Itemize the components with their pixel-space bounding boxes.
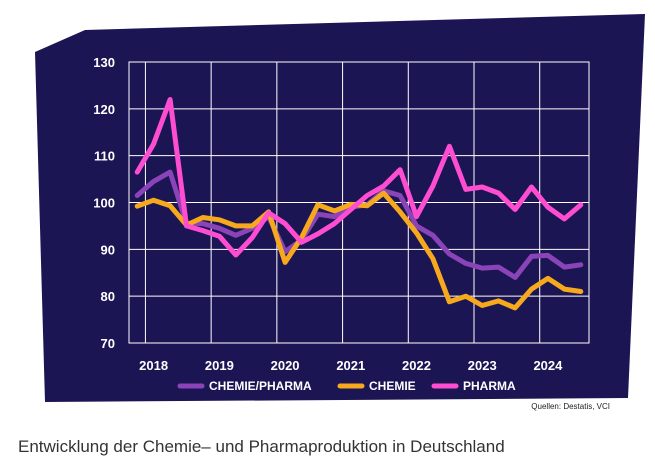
source-note: Quellen: Destatis, VCI	[531, 402, 610, 411]
y-tick-label: 80	[101, 289, 115, 304]
plot-frame	[128, 61, 590, 344]
y-tick-label: 130	[93, 55, 115, 70]
series-line-pharma	[134, 97, 584, 258]
y-tick-label: 100	[93, 196, 115, 211]
x-tick-label: 2022	[402, 358, 431, 373]
x-tick-label: 2018	[139, 358, 168, 373]
y-tick-label: 70	[101, 336, 115, 351]
legend: CHEMIE/PHARMA CHEMIE PHARMA	[177, 379, 516, 393]
series-lines	[134, 97, 584, 311]
x-tick-label: 2023	[468, 358, 497, 373]
x-tick-label: 2019	[205, 358, 234, 373]
x-tick-label: 2020	[271, 358, 300, 373]
chart-figure: 70 80 90 100 110 120 130 2018 2019 2020 2021 2022 2…	[35, 14, 645, 411]
x-tick-label: 2024	[533, 358, 563, 373]
y-tick-label: 110	[94, 149, 115, 164]
y-tick-label: 120	[93, 102, 115, 117]
legend-label-pharma: PHARMA	[463, 379, 516, 393]
x-tick-label: 2021	[336, 358, 365, 373]
y-axis-ticks: 70 80 90 100 110 120 130	[93, 55, 115, 351]
figure-caption: Entwicklung der Chemie– und Pharmaproduk…	[18, 437, 505, 456]
x-axis-ticks: 2018 2019 2020 2021 2022 2023 2024	[139, 358, 563, 373]
y-tick-label: 90	[101, 242, 115, 257]
legend-label-chemie-pharma: CHEMIE/PHARMA	[209, 379, 312, 393]
legend-label-chemie: CHEMIE	[369, 379, 416, 393]
